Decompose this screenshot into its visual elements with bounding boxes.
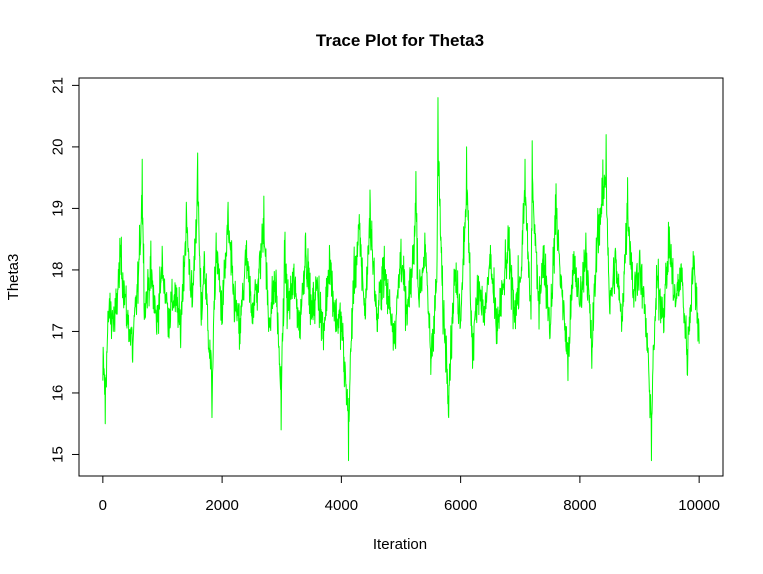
- trace-line: [102, 97, 700, 462]
- y-tick-label: 16: [49, 385, 66, 402]
- x-tick-label: 2000: [205, 497, 238, 514]
- y-axis-label: Theta3: [5, 254, 22, 301]
- plot-layer: [102, 97, 700, 462]
- y-axis: 15 16 17 18 19 20 21: [49, 77, 80, 463]
- y-tick-label: 20: [49, 139, 66, 156]
- y-tick-label: 21: [49, 77, 66, 94]
- x-axis: 0 2000 4000 6000 8000 10000: [99, 475, 720, 514]
- x-tick-label: 4000: [325, 497, 358, 514]
- x-tick-label: 8000: [563, 497, 596, 514]
- x-axis-label: Iteration: [373, 536, 427, 553]
- x-tick-label: 10000: [678, 497, 720, 514]
- chart-title: Trace Plot for Theta3: [316, 31, 484, 50]
- y-tick-label: 15: [49, 446, 66, 463]
- y-tick-label: 19: [49, 200, 66, 217]
- y-tick-label: 18: [49, 262, 66, 279]
- y-tick-label: 17: [49, 323, 66, 340]
- x-tick-label: 0: [99, 497, 107, 514]
- x-tick-label: 6000: [444, 497, 477, 514]
